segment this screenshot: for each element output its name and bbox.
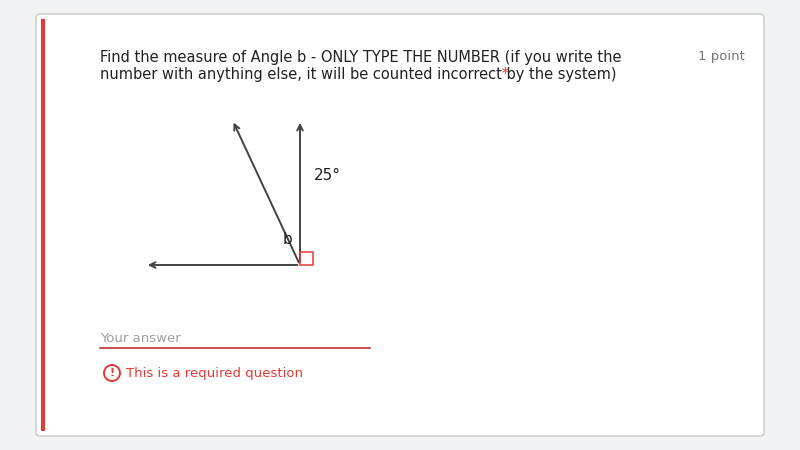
Text: Your answer: Your answer: [100, 332, 181, 345]
Bar: [300, 252, 313, 265]
Bar: [41, 19, 45, 431]
Text: 25°: 25°: [314, 167, 341, 183]
Text: !: !: [110, 368, 114, 378]
Text: number with anything else, it will be counted incorrect by the system): number with anything else, it will be co…: [100, 67, 617, 82]
FancyBboxPatch shape: [36, 14, 764, 436]
Text: Find the measure of Angle b - ONLY TYPE THE NUMBER (if you write the: Find the measure of Angle b - ONLY TYPE …: [100, 50, 622, 65]
Text: This is a required question: This is a required question: [126, 366, 303, 379]
Text: *: *: [497, 67, 509, 82]
Text: 1 point: 1 point: [698, 50, 745, 63]
Text: b: b: [282, 232, 292, 247]
